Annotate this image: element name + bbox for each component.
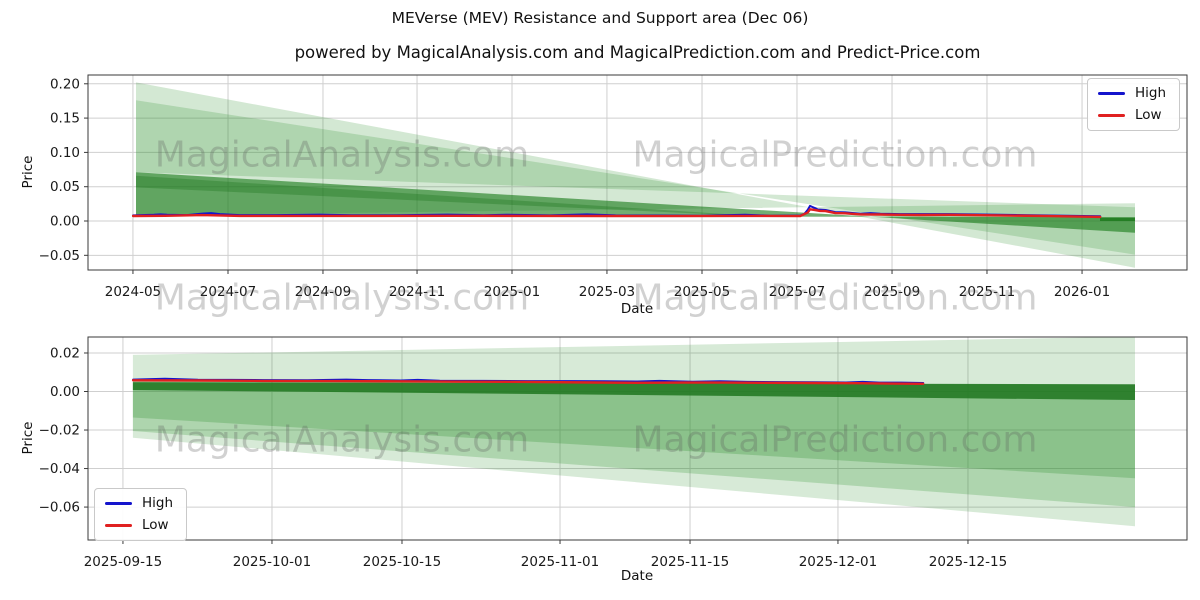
svg-text:2025-10-15: 2025-10-15 — [363, 554, 441, 570]
svg-text:2024-07: 2024-07 — [200, 284, 256, 300]
svg-text:2025-11-01: 2025-11-01 — [521, 554, 599, 570]
svg-text:2024-09: 2024-09 — [295, 284, 351, 300]
svg-text:2025-09: 2025-09 — [864, 284, 920, 300]
svg-text:0.02: 0.02 — [50, 345, 80, 361]
svg-text:0.20: 0.20 — [50, 76, 80, 92]
svg-text:0.05: 0.05 — [50, 179, 80, 195]
svg-text:2025-09-15: 2025-09-15 — [84, 554, 162, 570]
high-line-swatch — [1097, 92, 1125, 96]
svg-text:2026-01: 2026-01 — [1054, 284, 1110, 300]
legend-item-low: Low — [105, 516, 173, 533]
svg-text:0.00: 0.00 — [50, 214, 80, 230]
svg-text:2025-05: 2025-05 — [674, 284, 730, 300]
low-line-swatch — [105, 523, 132, 527]
svg-text:2025-11: 2025-11 — [959, 284, 1015, 300]
chart-title: MEVerse (MEV) Resistance and Support are… — [391, 9, 809, 27]
svg-text:2025-12-15: 2025-12-15 — [929, 554, 1007, 570]
svg-text:2025-07: 2025-07 — [769, 284, 825, 300]
svg-text:0.10: 0.10 — [50, 145, 80, 161]
svg-text:2025-03: 2025-03 — [579, 284, 635, 300]
svg-text:−0.04: −0.04 — [39, 461, 80, 477]
svg-text:2024-05: 2024-05 — [105, 284, 161, 300]
svg-text:−0.06: −0.06 — [39, 500, 80, 516]
legend-label-low: Low — [142, 516, 169, 533]
legend-item-high: High — [1097, 85, 1166, 101]
svg-text:−0.02: −0.02 — [39, 423, 80, 439]
svg-text:2024-11: 2024-11 — [389, 284, 445, 300]
x-axis-label-bottom: Date — [620, 568, 654, 584]
svg-text:2025-12-01: 2025-12-01 — [799, 554, 877, 570]
legend-item-low: Low — [1097, 106, 1166, 123]
y-axis-label-top: Price — [20, 155, 36, 189]
chart-subtitle: powered by MagicalAnalysis.com and Magic… — [294, 43, 981, 62]
legend-item-high: High — [105, 495, 174, 511]
low-line-swatch — [1097, 113, 1125, 117]
svg-text:2025-01: 2025-01 — [484, 284, 540, 300]
x-axis-label-top: Date — [620, 301, 654, 317]
svg-text:2025-11-15: 2025-11-15 — [651, 554, 729, 570]
svg-text:0.15: 0.15 — [50, 111, 80, 127]
high-line-swatch — [105, 502, 132, 506]
svg-text:0.00: 0.00 — [50, 384, 80, 400]
svg-text:2025-10-01: 2025-10-01 — [233, 554, 311, 570]
legend-label-high: High — [1134, 85, 1166, 101]
svg-text:−0.05: −0.05 — [39, 248, 80, 264]
legend-top-chart: High Low — [1086, 78, 1180, 131]
y-axis-label-bottom: Price — [20, 421, 36, 455]
legend-bottom-chart: High Low — [94, 488, 188, 541]
legend-label-high: High — [142, 495, 174, 511]
legend-label-low: Low — [1134, 106, 1162, 123]
